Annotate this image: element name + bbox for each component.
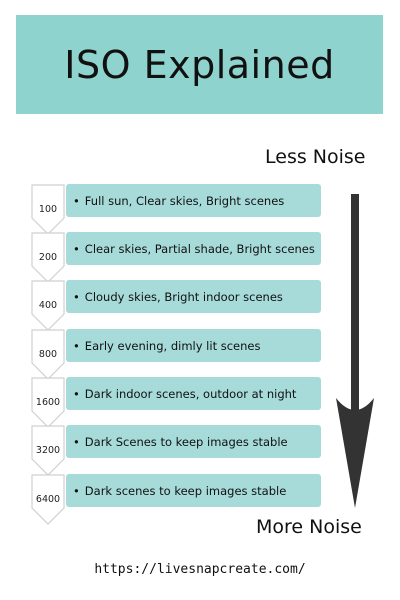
scene-description-bar: • Dark indoor scenes, outdoor at night <box>66 377 321 410</box>
website-link[interactable]: https://livesnapcreate.com/ <box>94 562 306 577</box>
bullet-icon: • <box>73 193 80 208</box>
iso-chevron: 3200 <box>31 425 65 477</box>
scene-description: Full sun, Clear skies, Bright scenes <box>84 193 285 208</box>
iso-value: 6400 <box>35 494 61 505</box>
iso-value: 1600 <box>35 397 61 408</box>
iso-value: 3200 <box>35 445 61 456</box>
scene-description-bar: • Early evening, dimly lit scenes <box>66 329 321 362</box>
bullet-icon: • <box>73 386 80 401</box>
iso-chevron: 1600 <box>31 377 65 429</box>
scene-description: Dark indoor scenes, outdoor at night <box>84 386 297 401</box>
scene-description-bar: • Clear skies, Partial shade, Bright sce… <box>66 232 321 265</box>
scene-description-bar: • Dark Scenes to keep images stable <box>66 425 321 458</box>
scene-description: Clear skies, Partial shade, Bright scene… <box>84 241 315 256</box>
down-arrow-icon <box>336 194 374 508</box>
scene-description: Early evening, dimly lit scenes <box>84 338 261 353</box>
scene-description: Dark Scenes to keep images stable <box>84 434 288 449</box>
iso-value: 100 <box>38 204 58 215</box>
bullet-icon: • <box>73 338 80 353</box>
scene-description-bar: • Full sun, Clear skies, Bright scenes <box>66 184 321 217</box>
iso-chevron: 200 <box>31 232 65 284</box>
scene-description-bar: • Dark scenes to keep images stable <box>66 474 321 507</box>
bullet-icon: • <box>73 483 80 498</box>
iso-value: 800 <box>38 349 58 360</box>
bullet-icon: • <box>73 241 80 256</box>
iso-value: 400 <box>38 300 58 311</box>
bullet-icon: • <box>73 434 80 449</box>
less-noise-label: Less Noise <box>265 146 366 168</box>
iso-chevron: 800 <box>31 329 65 381</box>
page-title: ISO Explained <box>64 42 335 87</box>
bullet-icon: • <box>73 289 80 304</box>
scene-description: Cloudy skies, Bright indoor scenes <box>84 289 283 304</box>
iso-chevron: 6400 <box>31 474 65 526</box>
iso-chevron: 400 <box>31 280 65 332</box>
iso-chevron: 100 <box>31 184 65 236</box>
scene-description-bar: • Cloudy skies, Bright indoor scenes <box>66 280 321 313</box>
scene-description: Dark scenes to keep images stable <box>84 483 287 498</box>
title-banner: ISO Explained <box>16 15 383 114</box>
iso-value: 200 <box>38 252 58 263</box>
more-noise-label: More Noise <box>256 516 362 538</box>
